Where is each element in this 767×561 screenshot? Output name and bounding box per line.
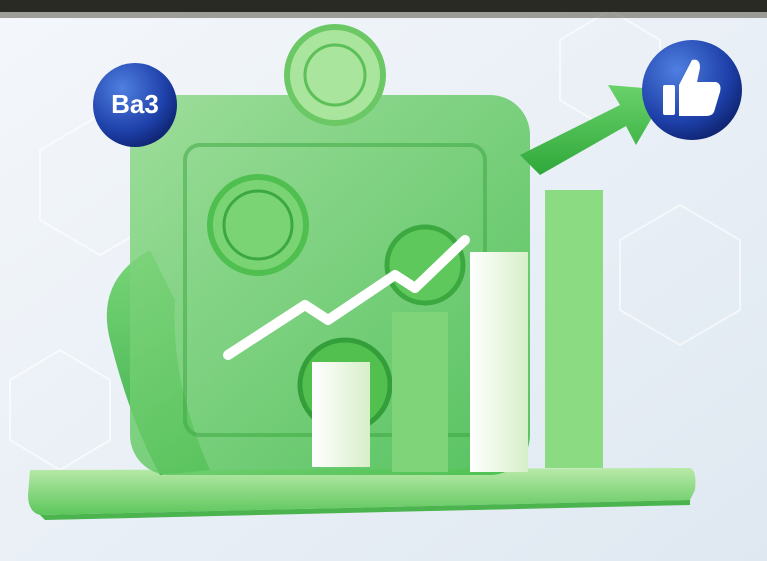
coin-right [387,227,463,303]
bar-1 [312,362,370,467]
page: Ba3 (() => { const data = JSON.parse(doc… [0,0,767,561]
bar-2 [392,312,448,472]
badge-label: Ba3 [111,89,159,119]
bar-4 [545,190,603,468]
top-shadow [0,12,767,18]
coin-top [287,27,383,123]
top-strip [0,0,767,12]
illustration: Ba3 [0,0,767,561]
bar-3 [470,252,528,472]
